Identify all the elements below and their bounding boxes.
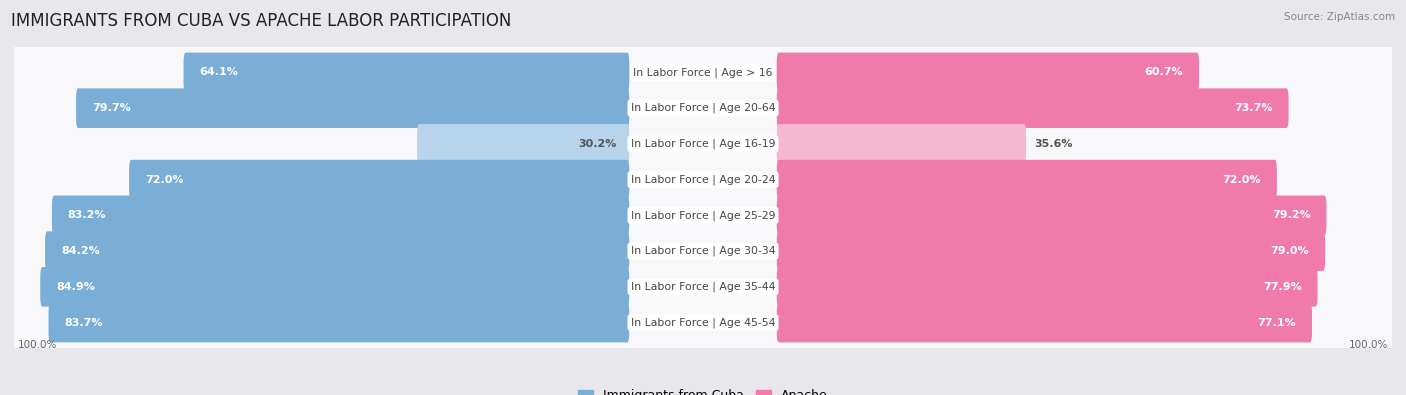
Text: 79.7%: 79.7% xyxy=(91,103,131,113)
FancyBboxPatch shape xyxy=(0,131,1406,229)
FancyBboxPatch shape xyxy=(0,274,1406,372)
FancyBboxPatch shape xyxy=(0,230,1406,344)
FancyBboxPatch shape xyxy=(0,51,1406,165)
Text: In Labor Force | Age > 16: In Labor Force | Age > 16 xyxy=(633,67,773,78)
Text: Source: ZipAtlas.com: Source: ZipAtlas.com xyxy=(1284,12,1395,22)
FancyBboxPatch shape xyxy=(776,88,1289,128)
FancyBboxPatch shape xyxy=(0,158,1406,272)
Text: 72.0%: 72.0% xyxy=(145,175,183,184)
Text: 73.7%: 73.7% xyxy=(1234,103,1272,113)
Text: 35.6%: 35.6% xyxy=(1035,139,1073,149)
Text: 83.2%: 83.2% xyxy=(67,211,107,220)
FancyBboxPatch shape xyxy=(0,87,1406,201)
FancyBboxPatch shape xyxy=(0,266,1406,380)
FancyBboxPatch shape xyxy=(0,202,1406,300)
Text: In Labor Force | Age 25-29: In Labor Force | Age 25-29 xyxy=(631,210,775,221)
FancyBboxPatch shape xyxy=(52,196,630,235)
Text: 100.0%: 100.0% xyxy=(1350,340,1389,350)
Text: 77.1%: 77.1% xyxy=(1257,318,1296,327)
Text: 100.0%: 100.0% xyxy=(17,340,56,350)
Text: 83.7%: 83.7% xyxy=(65,318,103,327)
Text: 60.7%: 60.7% xyxy=(1144,68,1184,77)
Text: IMMIGRANTS FROM CUBA VS APACHE LABOR PARTICIPATION: IMMIGRANTS FROM CUBA VS APACHE LABOR PAR… xyxy=(11,12,512,30)
Text: In Labor Force | Age 16-19: In Labor Force | Age 16-19 xyxy=(631,139,775,149)
Text: 30.2%: 30.2% xyxy=(578,139,617,149)
FancyBboxPatch shape xyxy=(129,160,630,199)
FancyBboxPatch shape xyxy=(0,166,1406,264)
Text: In Labor Force | Age 30-34: In Labor Force | Age 30-34 xyxy=(631,246,775,256)
FancyBboxPatch shape xyxy=(76,88,630,128)
FancyBboxPatch shape xyxy=(776,124,1026,164)
Text: 84.9%: 84.9% xyxy=(56,282,96,292)
FancyBboxPatch shape xyxy=(418,124,630,164)
FancyBboxPatch shape xyxy=(0,15,1406,129)
FancyBboxPatch shape xyxy=(776,267,1317,307)
FancyBboxPatch shape xyxy=(45,231,630,271)
Text: 77.9%: 77.9% xyxy=(1263,282,1302,292)
FancyBboxPatch shape xyxy=(41,267,630,307)
FancyBboxPatch shape xyxy=(776,303,1312,342)
Text: 79.2%: 79.2% xyxy=(1272,211,1310,220)
FancyBboxPatch shape xyxy=(184,53,630,92)
Text: In Labor Force | Age 35-44: In Labor Force | Age 35-44 xyxy=(631,282,775,292)
FancyBboxPatch shape xyxy=(776,231,1324,271)
FancyBboxPatch shape xyxy=(0,23,1406,121)
FancyBboxPatch shape xyxy=(0,95,1406,193)
Text: In Labor Force | Age 20-64: In Labor Force | Age 20-64 xyxy=(631,103,775,113)
Text: 84.2%: 84.2% xyxy=(60,246,100,256)
Legend: Immigrants from Cuba, Apache: Immigrants from Cuba, Apache xyxy=(572,384,834,395)
FancyBboxPatch shape xyxy=(0,59,1406,157)
Text: 64.1%: 64.1% xyxy=(200,68,238,77)
FancyBboxPatch shape xyxy=(776,196,1326,235)
Text: 79.0%: 79.0% xyxy=(1271,246,1309,256)
FancyBboxPatch shape xyxy=(0,238,1406,336)
FancyBboxPatch shape xyxy=(0,123,1406,237)
Text: In Labor Force | Age 20-24: In Labor Force | Age 20-24 xyxy=(631,174,775,185)
Text: In Labor Force | Age 45-54: In Labor Force | Age 45-54 xyxy=(631,317,775,328)
FancyBboxPatch shape xyxy=(48,303,630,342)
FancyBboxPatch shape xyxy=(776,53,1199,92)
FancyBboxPatch shape xyxy=(776,160,1277,199)
FancyBboxPatch shape xyxy=(0,194,1406,308)
Text: 72.0%: 72.0% xyxy=(1223,175,1261,184)
